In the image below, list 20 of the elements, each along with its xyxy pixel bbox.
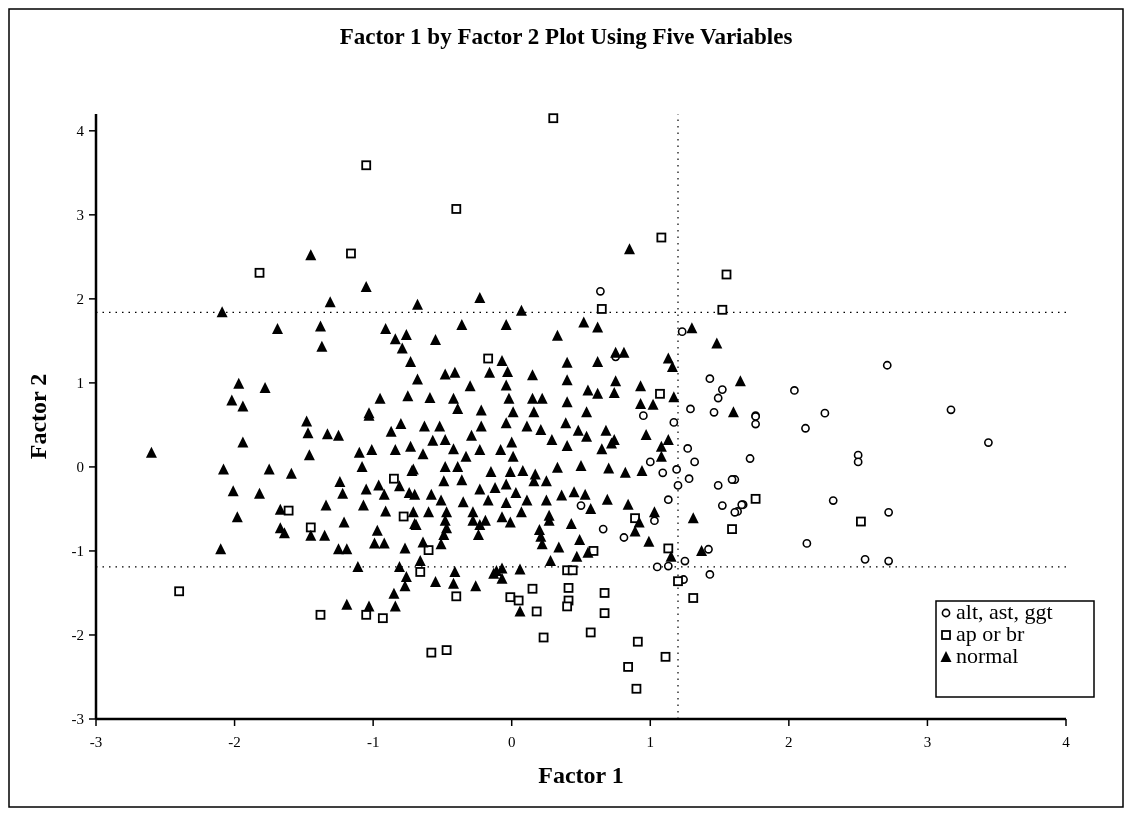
- x-tick-label: -3: [89, 734, 103, 750]
- x-axis-title: Factor 1: [538, 762, 624, 788]
- legend-label: alt, ast, ggt: [956, 599, 1053, 624]
- y-tick-label: 3: [76, 207, 84, 224]
- y-tick-label: 2: [76, 291, 84, 308]
- y-tick-label: -3: [71, 711, 84, 728]
- x-tick-label: 2: [785, 734, 793, 750]
- y-tick-label: -1: [71, 543, 84, 560]
- x-tick-label: -2: [228, 734, 241, 750]
- y-tick-label: 0: [76, 459, 84, 476]
- x-tick-label: 3: [923, 734, 932, 750]
- y-tick-label: -2: [71, 627, 84, 644]
- y-tick-label: 4: [76, 123, 85, 140]
- x-tick-label: -1: [366, 734, 380, 750]
- chart-title: Factor 1 by Factor 2 Plot Using Five Variables: [339, 24, 793, 49]
- x-tick-label: 4: [1062, 734, 1071, 750]
- y-tick-label: 1: [76, 375, 84, 392]
- x-tick-label: 1: [646, 734, 655, 750]
- y-axis-title: Factor 2: [25, 373, 51, 460]
- x-tick-label: 0: [507, 734, 516, 750]
